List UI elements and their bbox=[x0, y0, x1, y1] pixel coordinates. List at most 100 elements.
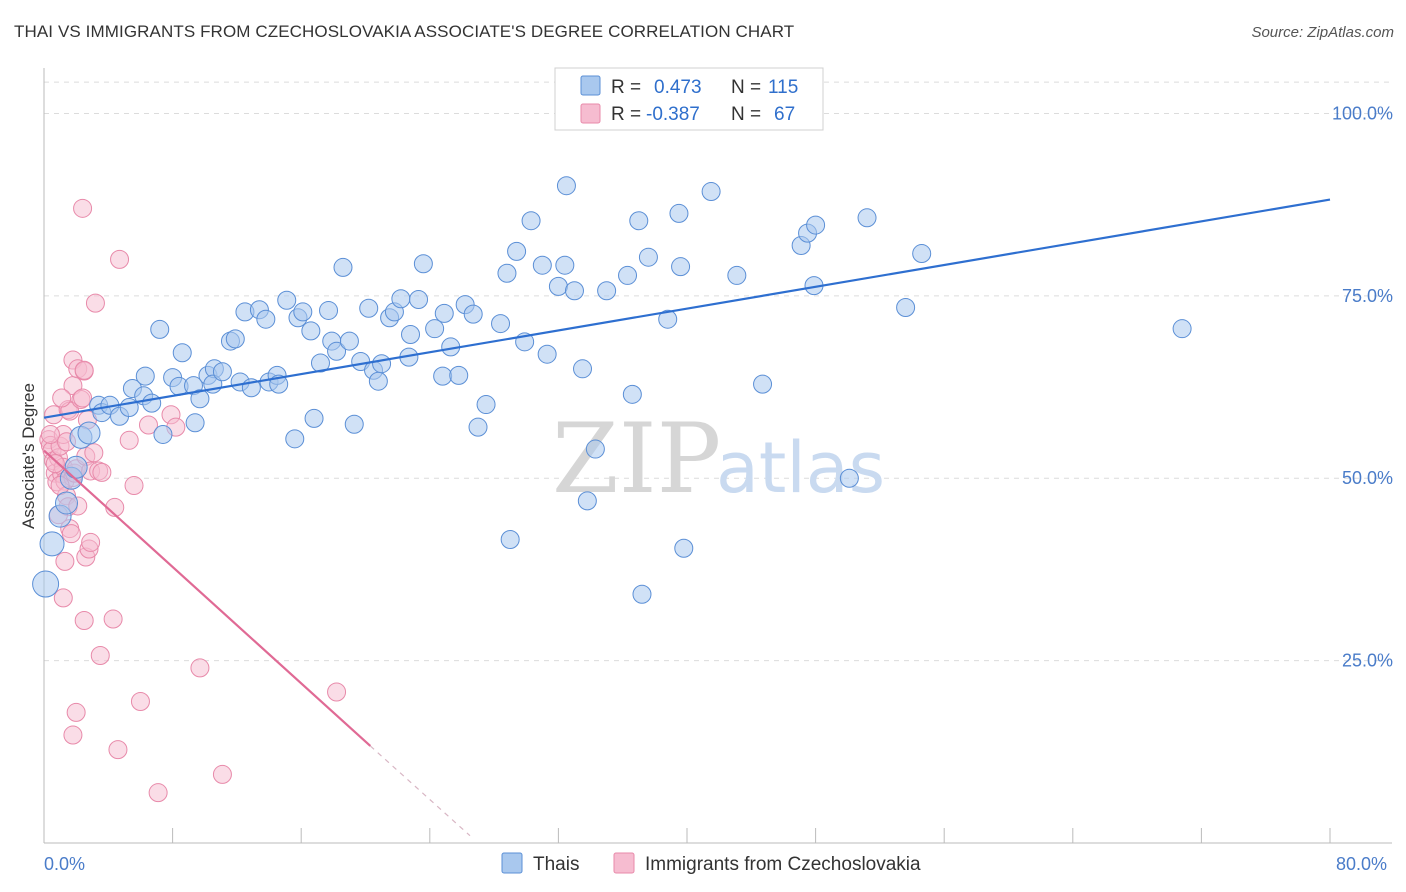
czech-point bbox=[63, 725, 83, 745]
thai-point bbox=[372, 354, 392, 374]
thai-point bbox=[468, 417, 488, 437]
watermark-zip: ZIP bbox=[552, 403, 721, 515]
thai-point bbox=[839, 468, 859, 488]
x-tick-label-min: 0.0% bbox=[44, 854, 85, 874]
thai-point bbox=[413, 254, 433, 274]
thai-point bbox=[564, 281, 584, 301]
thai-point bbox=[476, 395, 496, 415]
thai-point bbox=[449, 365, 469, 385]
thai-point bbox=[585, 439, 605, 459]
thai-point bbox=[556, 176, 576, 196]
thai-point bbox=[548, 276, 568, 296]
czech-point bbox=[52, 388, 72, 408]
watermark: ZIP atlas bbox=[552, 403, 885, 515]
thai-point bbox=[669, 203, 689, 223]
thai-point bbox=[77, 421, 101, 445]
thai-point bbox=[64, 455, 88, 479]
czech-point bbox=[103, 609, 123, 629]
czech-point bbox=[90, 646, 110, 666]
thai-point bbox=[434, 303, 454, 323]
trend-lines bbox=[43, 198, 1331, 837]
thai-point bbox=[507, 241, 527, 261]
thai-point bbox=[304, 408, 324, 428]
thai-point bbox=[727, 265, 747, 285]
thai-point bbox=[409, 290, 429, 310]
thai-point bbox=[135, 366, 155, 386]
czech-point bbox=[124, 476, 144, 496]
thai-point bbox=[671, 257, 691, 277]
thai-point bbox=[632, 584, 652, 604]
thai-point bbox=[433, 366, 453, 386]
thai-point bbox=[658, 309, 678, 329]
legend-swatch-thai bbox=[580, 75, 601, 96]
thai-point bbox=[622, 384, 642, 404]
y-axis-label: Associate's Degree bbox=[19, 383, 38, 529]
czech-point bbox=[130, 691, 150, 711]
thai-point bbox=[359, 298, 379, 318]
y-tick-label-3: 25.0% bbox=[1342, 651, 1393, 671]
thai-point bbox=[497, 263, 517, 283]
czech-point bbox=[327, 682, 347, 702]
bottom-legend-label-thai: Thais bbox=[533, 854, 579, 875]
thai-point bbox=[327, 341, 347, 361]
y-tick-labels: 100.0% 75.0% 50.0% 25.0% bbox=[1332, 103, 1393, 670]
czech-point bbox=[212, 764, 232, 784]
thai-point bbox=[629, 211, 649, 231]
thai-point bbox=[1172, 319, 1192, 339]
czech-point bbox=[119, 430, 139, 450]
thai-point bbox=[806, 215, 826, 235]
czech-point bbox=[138, 415, 158, 435]
thai-point bbox=[55, 491, 79, 515]
czech-points bbox=[39, 198, 347, 803]
chart-source: Source: ZipAtlas.com bbox=[1251, 24, 1394, 41]
thai-point bbox=[225, 329, 245, 349]
thai-point bbox=[142, 393, 162, 413]
legend-r-label-czech: R = bbox=[611, 104, 641, 125]
x-tick-label-max: 80.0% bbox=[1336, 854, 1387, 874]
thai-point bbox=[293, 302, 313, 322]
thai-point bbox=[150, 319, 170, 339]
czech-point bbox=[74, 610, 94, 630]
czech-point bbox=[84, 443, 104, 463]
thai-point bbox=[638, 247, 658, 267]
thai-point bbox=[185, 413, 205, 433]
legend-box: R = 0.473 N = 115 R = -0.387 N = 67 bbox=[554, 67, 824, 131]
thai-point bbox=[39, 531, 65, 557]
legend-n-label-thai: N = bbox=[731, 77, 761, 98]
thai-point bbox=[521, 211, 541, 231]
y-tick-label-1: 75.0% bbox=[1342, 286, 1393, 306]
czech-point bbox=[81, 532, 101, 552]
bottom-legend: Thais Immigrants from Czechoslovakia bbox=[501, 852, 921, 875]
chart-title: THAI VS IMMIGRANTS FROM CZECHOSLOVAKIA A… bbox=[14, 22, 795, 41]
thai-point bbox=[674, 538, 694, 558]
thai-point bbox=[339, 331, 359, 351]
thai-point bbox=[256, 309, 276, 329]
y-tick-label-0: 100.0% bbox=[1332, 103, 1393, 123]
thai-point bbox=[857, 208, 877, 228]
thai-point bbox=[912, 244, 932, 264]
thai-point bbox=[463, 304, 483, 324]
thai-point bbox=[32, 570, 60, 598]
bottom-legend-swatch-thai bbox=[501, 852, 523, 874]
thai-point bbox=[701, 182, 721, 202]
thai-point bbox=[532, 255, 552, 275]
thai-point bbox=[500, 530, 520, 550]
thai-point bbox=[344, 414, 364, 434]
gridlines bbox=[44, 81, 1392, 662]
bottom-legend-swatch-czech bbox=[613, 852, 635, 874]
czech-point bbox=[92, 462, 112, 482]
thai-point bbox=[368, 371, 388, 391]
czech-point bbox=[45, 454, 65, 474]
legend-r-label-thai: R = bbox=[611, 77, 641, 98]
thai-point bbox=[172, 343, 192, 363]
czech-point bbox=[73, 388, 93, 408]
czech-point bbox=[108, 740, 128, 760]
czech-trend-extension bbox=[369, 745, 471, 837]
thai-point bbox=[896, 298, 916, 318]
thai-point bbox=[301, 321, 321, 341]
thai-point bbox=[333, 257, 353, 277]
thai-points bbox=[32, 176, 1192, 604]
thai-point bbox=[491, 314, 511, 334]
thai-point bbox=[618, 265, 638, 285]
